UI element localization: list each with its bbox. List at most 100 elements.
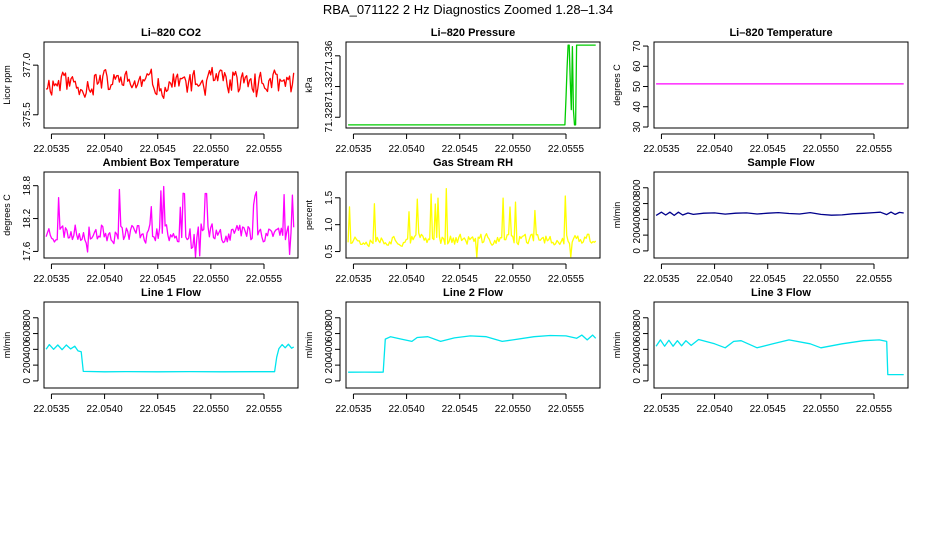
- y-tick-label: 1.5: [324, 190, 335, 204]
- y-tick-label: 1.0: [324, 217, 335, 231]
- plot-frame: [43, 171, 299, 259]
- chart-panel-7: Line 1 Flow 22.0535 22.0540 22.0545 22.0550 2…: [2, 287, 299, 415]
- series-line: [45, 66, 295, 99]
- y-tick-label: 0: [22, 378, 33, 384]
- y-axis-label: degrees C: [612, 64, 622, 106]
- series-line: [348, 334, 597, 373]
- y-tick-label: 400: [324, 341, 335, 358]
- y-tick-label: 18.2: [22, 208, 33, 228]
- plot-frame: [653, 41, 909, 129]
- y-tick-label: 400: [632, 341, 643, 358]
- y-axis-label: ml/min: [304, 332, 314, 359]
- y-tick-label: 30: [632, 121, 643, 133]
- x-tick-label: 22.0540: [388, 404, 425, 415]
- y-axis-label: ml/min: [612, 332, 622, 359]
- x-tick-label: 22.0550: [495, 144, 532, 155]
- x-tick-label: 22.0555: [548, 404, 585, 415]
- y-tick-label: 377.0: [22, 52, 33, 77]
- chart-panel-3: Li–820 Temperature 22.0535 22.0540 22.0545 2…: [612, 27, 909, 155]
- x-tick-label: 22.0535: [643, 404, 680, 415]
- plot-frame: [653, 171, 909, 259]
- plot-frame: [43, 41, 299, 129]
- y-tick-label: 60: [632, 60, 643, 72]
- y-tick-label: 800: [632, 179, 643, 196]
- y-axis-label: kPa: [304, 77, 314, 93]
- y-tick-label: 200: [632, 356, 643, 373]
- x-tick-label: 22.0545: [750, 274, 787, 285]
- figure-title: RBA_071122 2 Hz Diagnostics Zoomed 1.28–…: [322, 2, 614, 17]
- y-tick-label: 17.6: [22, 241, 33, 261]
- y-tick-label: 800: [324, 309, 335, 326]
- x-tick-label: 22.0540: [696, 404, 733, 415]
- x-tick-label: 22.0540: [86, 144, 123, 155]
- chart-panel-1: Li–820 CO2 22.0535 22.0540 22.0545 22.0550 22…: [2, 27, 299, 155]
- chart-title: Line 2 Flow: [443, 287, 503, 299]
- y-tick-label: 200: [632, 226, 643, 243]
- x-tick-label: 22.0550: [803, 144, 840, 155]
- x-tick-label: 22.0555: [856, 144, 893, 155]
- x-tick-label: 22.0545: [750, 144, 787, 155]
- y-axis-label: ml/min: [612, 202, 622, 229]
- x-tick-label: 22.0540: [696, 144, 733, 155]
- x-tick-label: 22.0540: [388, 274, 425, 285]
- chart-title: Li–820 CO2: [141, 27, 201, 39]
- x-tick-label: 22.0550: [803, 274, 840, 285]
- x-tick-label: 22.0550: [495, 404, 532, 415]
- x-tick-label: 22.0555: [548, 144, 585, 155]
- y-tick-label: 400: [632, 211, 643, 228]
- x-tick-label: 22.0535: [33, 144, 70, 155]
- chart-panel-8: Line 2 Flow 22.0535 22.0540 22.0545 22.0550 2…: [304, 287, 601, 415]
- x-tick-label: 22.0555: [856, 404, 893, 415]
- x-tick-label: 22.0550: [495, 274, 532, 285]
- x-tick-label: 22.0535: [33, 274, 70, 285]
- x-tick-label: 22.0535: [335, 274, 372, 285]
- x-tick-label: 22.0555: [856, 274, 893, 285]
- x-tick-label: 22.0555: [246, 144, 283, 155]
- x-tick-label: 22.0535: [643, 144, 680, 155]
- x-tick-label: 22.0550: [193, 144, 230, 155]
- chart-panel-6: Sample Flow 22.0535 22.0540 22.0545 22.0550 2…: [612, 157, 909, 285]
- y-axis-label: degrees C: [2, 194, 12, 236]
- plot-frame: [345, 171, 601, 259]
- chart-title: Line 1 Flow: [141, 287, 201, 299]
- y-tick-label: 200: [324, 356, 335, 373]
- chart-panel-5: Gas Stream RH 22.0535 22.0540 22.0545 22.055…: [304, 157, 601, 285]
- x-tick-label: 22.0545: [140, 274, 177, 285]
- y-tick-label: 200: [22, 356, 33, 373]
- chart-panel-4: Ambient Box Temperature 22.0535 22.0540 22.…: [2, 157, 299, 285]
- x-tick-label: 22.0555: [548, 274, 585, 285]
- x-tick-label: 22.0540: [696, 274, 733, 285]
- plot-frame: [43, 301, 299, 389]
- x-tick-label: 22.0545: [442, 404, 479, 415]
- y-axis-label: percent: [304, 199, 314, 230]
- y-tick-label: 0: [632, 248, 643, 254]
- x-tick-label: 22.0540: [388, 144, 425, 155]
- y-axis-label: Licor ppm: [2, 65, 12, 105]
- y-tick-label: 600: [632, 195, 643, 212]
- chart-title: Ambient Box Temperature: [103, 157, 240, 169]
- x-tick-label: 22.0535: [335, 144, 372, 155]
- plot-frame: [653, 301, 909, 389]
- series-line: [45, 343, 295, 373]
- chart-title: Li–820 Pressure: [431, 27, 515, 39]
- y-tick-label: 18.8: [22, 176, 33, 196]
- y-tick-label: 0.5: [324, 244, 335, 258]
- y-tick-label: 50: [632, 81, 643, 93]
- series-line: [347, 188, 597, 258]
- y-tick-label: 40: [632, 101, 643, 113]
- y-tick-label: 400: [22, 341, 33, 358]
- chart-title: Gas Stream RH: [433, 157, 513, 169]
- y-tick-label: 600: [632, 325, 643, 342]
- series-line: [348, 44, 596, 126]
- chart-title: Sample Flow: [747, 157, 815, 169]
- x-tick-label: 22.0535: [335, 404, 372, 415]
- y-tick-label: 600: [22, 325, 33, 342]
- x-tick-label: 22.0550: [803, 404, 840, 415]
- y-tick-label: 71.336: [324, 40, 335, 71]
- x-tick-label: 22.0545: [140, 404, 177, 415]
- y-tick-label: 800: [22, 309, 33, 326]
- chart-title: Li–820 Temperature: [729, 27, 832, 39]
- series-line: [655, 338, 904, 376]
- x-tick-label: 22.0545: [750, 404, 787, 415]
